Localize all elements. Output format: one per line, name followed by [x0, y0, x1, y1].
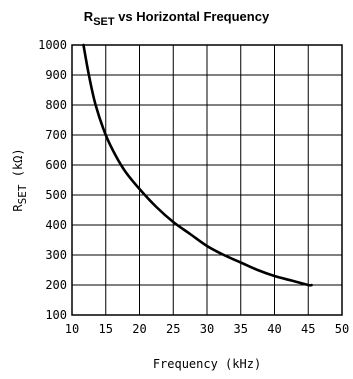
y-tick-label: 900 — [45, 68, 67, 82]
y-axis-label-main: R — [11, 204, 25, 212]
data-point — [310, 284, 313, 286]
y-tick-label: 800 — [45, 98, 67, 112]
y-tick-label: 1000 — [38, 38, 67, 52]
x-tick-label: 30 — [200, 322, 214, 336]
data-point — [125, 171, 127, 174]
data-point — [206, 245, 208, 247]
y-axis-label-rest: (kΩ) — [11, 148, 25, 184]
y-tick-label: 100 — [45, 308, 67, 322]
data-point — [138, 188, 141, 190]
data-point — [172, 221, 175, 223]
plot-frame — [71, 44, 343, 316]
y-tick-label: 300 — [45, 248, 67, 262]
x-tick-label: 20 — [132, 322, 146, 336]
y-tick-label: 700 — [45, 128, 67, 142]
data-point — [115, 155, 117, 157]
y-axis-label-sub: SET — [16, 184, 29, 204]
y-tick-label: 600 — [45, 158, 67, 172]
x-tick-label: 40 — [267, 322, 281, 336]
data-point — [256, 269, 259, 271]
y-axis-label: RSET (kΩ) — [11, 148, 29, 211]
y-tick-label: 200 — [45, 278, 67, 292]
x-tick-label: 25 — [166, 322, 180, 336]
x-tick-label: 45 — [301, 322, 315, 336]
chart-title-sub: SET — [93, 16, 115, 28]
series-line-0 — [82, 43, 313, 287]
grid — [71, 44, 343, 316]
chart-title-rest: vs Horizontal Frequency — [115, 9, 270, 24]
data-point — [239, 261, 242, 264]
x-tick-label: 10 — [65, 322, 79, 336]
data-point — [307, 284, 310, 286]
data-point — [155, 206, 158, 208]
data-point — [223, 254, 225, 256]
data-point — [290, 279, 293, 282]
y-tick-labels: 100 200 300 400 500 600 700 800 900 1000 — [38, 38, 67, 322]
data-point — [88, 74, 90, 76]
data-point — [104, 134, 107, 136]
chart-title: RSET vs Horizontal Frequency — [84, 9, 270, 28]
series-layer — [82, 43, 313, 287]
data-point — [94, 104, 97, 106]
data-point — [189, 233, 191, 235]
x-tick-labels: 10 15 20 25 30 35 40 45 50 — [65, 322, 349, 336]
x-tick-label: 50 — [335, 322, 349, 336]
x-tick-label: 15 — [99, 322, 113, 336]
chart-title-main: R — [84, 9, 94, 24]
x-tick-label: 35 — [234, 322, 248, 336]
y-tick-label: 500 — [45, 188, 67, 202]
data-point — [273, 275, 276, 277]
x-axis-label: Frequency (kHz) — [153, 357, 261, 371]
y-tick-label: 400 — [45, 218, 67, 232]
